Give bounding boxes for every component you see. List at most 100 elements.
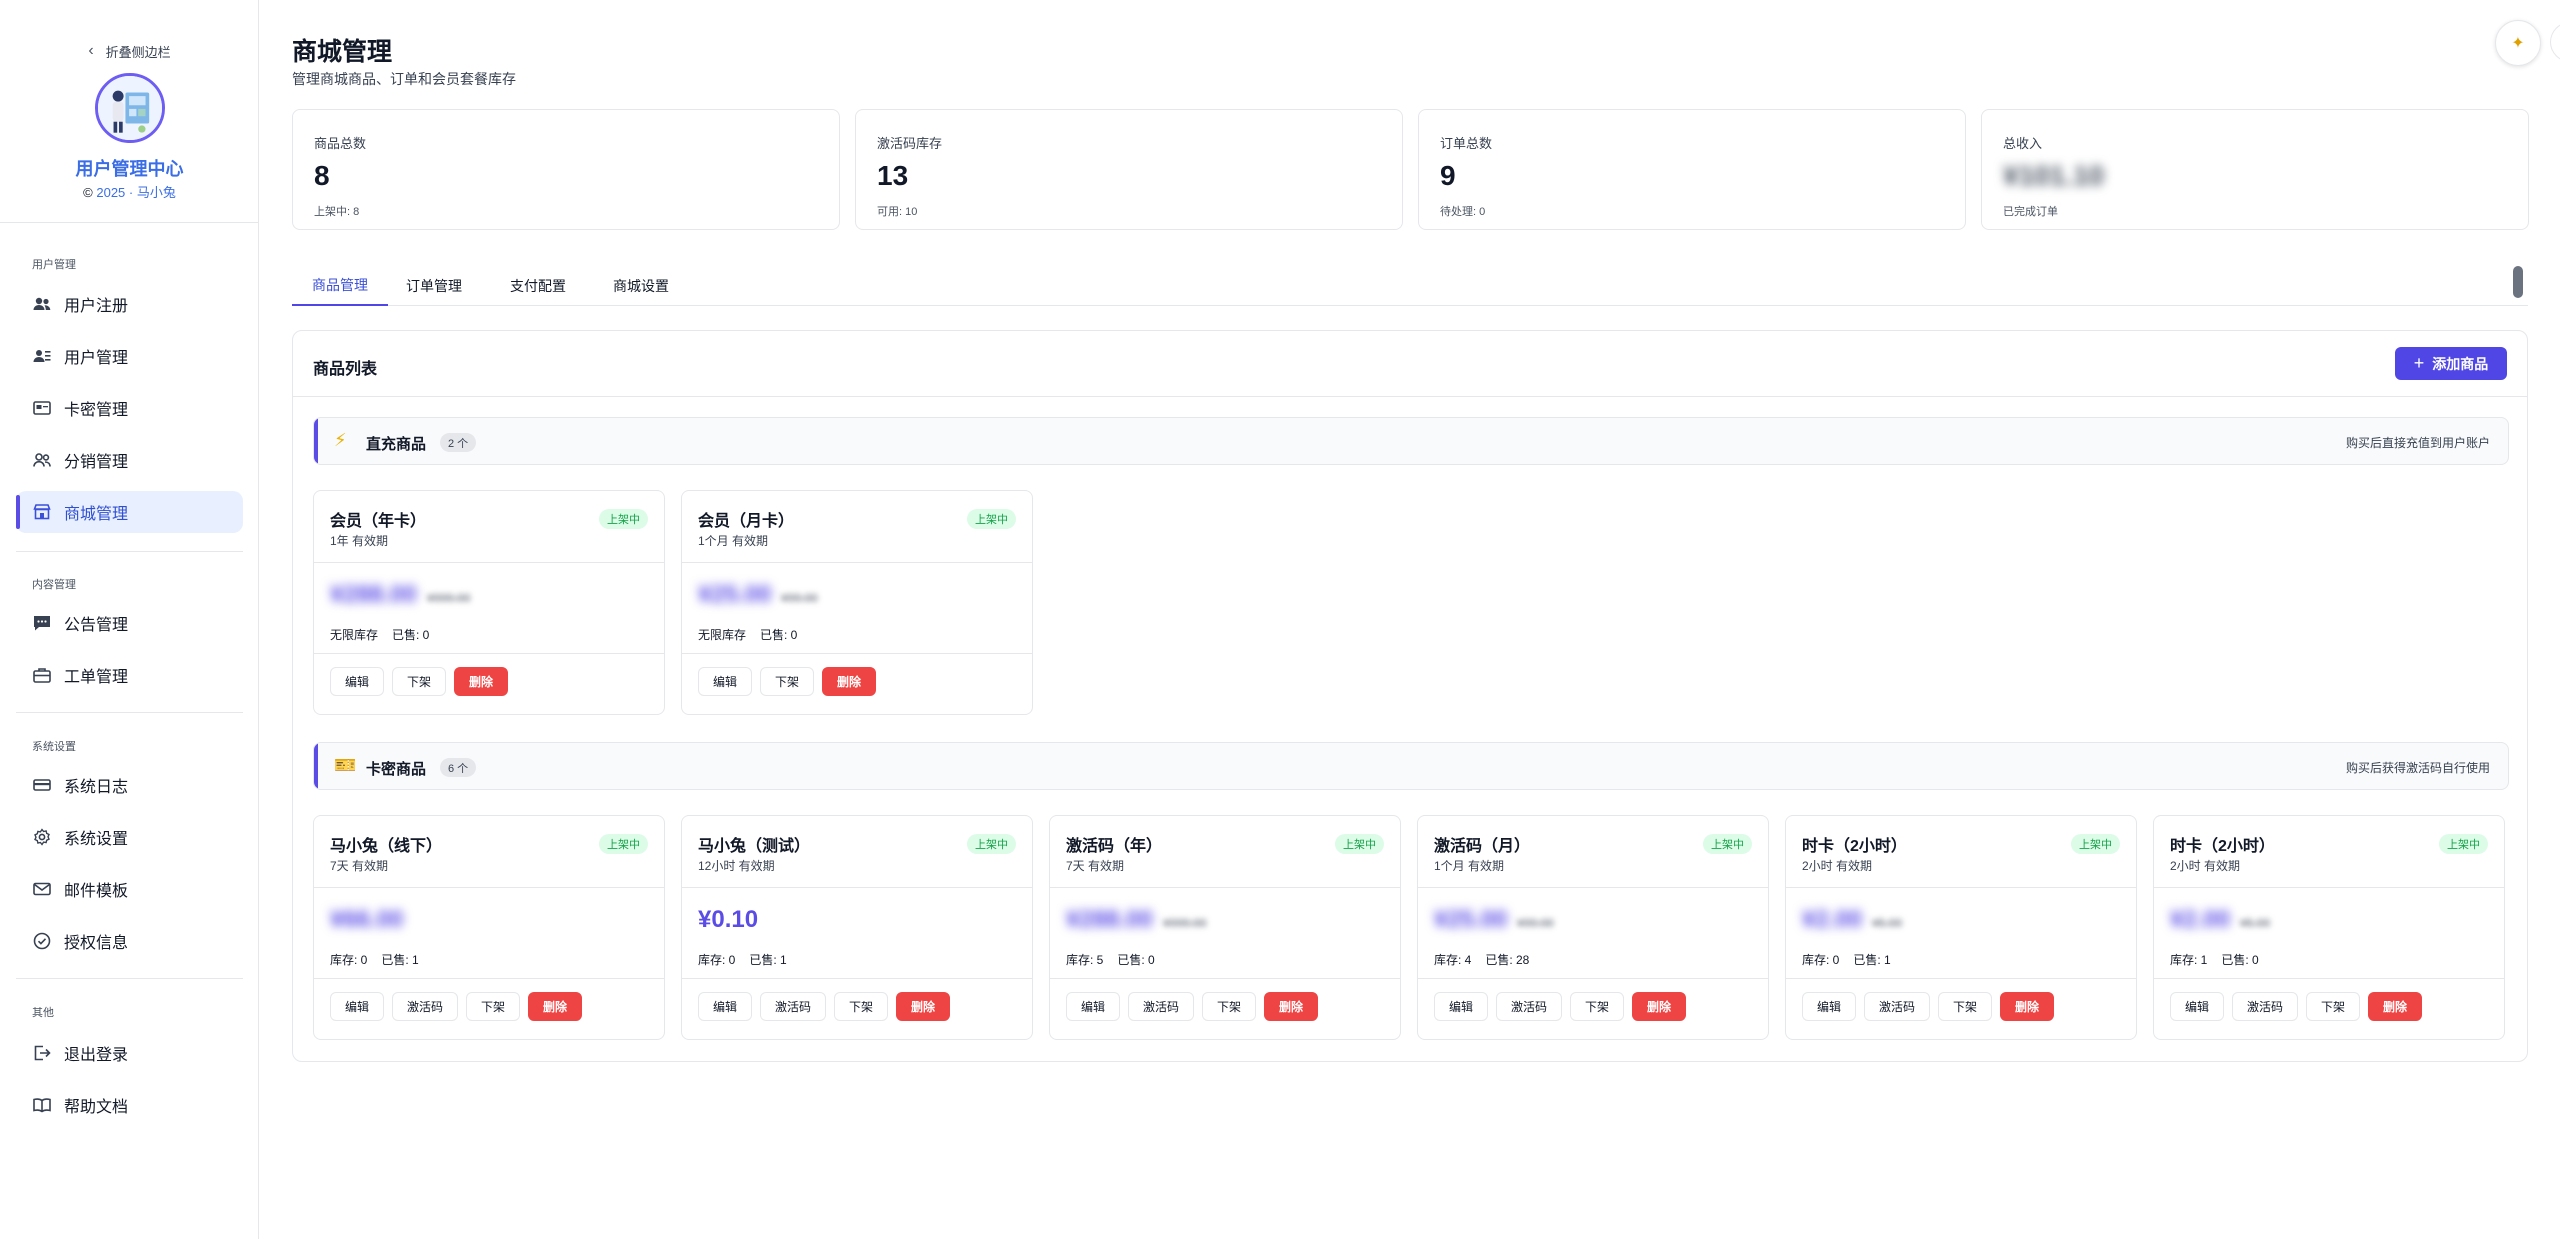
sidebar-item-logout[interactable]: 退出登录 — [16, 1032, 243, 1074]
tab-bar: 商品管理 订单管理 支付配置 商城设置 — [292, 266, 2528, 306]
product-validity: 1个月 有效期 — [698, 534, 769, 548]
delete-button[interactable]: 删除 — [454, 667, 509, 696]
card-divider — [1418, 887, 1768, 888]
collapse-sidebar-button[interactable]: ‹ 折叠侧边栏 — [0, 40, 259, 62]
sidebar-item-tickets[interactable]: 工单管理 — [16, 654, 243, 696]
page-subtitle: 管理商城商品、订单和会员套餐库存 — [292, 71, 516, 87]
sidebar-item-mail-templates[interactable]: 邮件模板 — [16, 868, 243, 910]
tab-products[interactable]: 商品管理 — [292, 266, 388, 306]
product-sold: 已售: 0 — [760, 628, 798, 642]
card-actions: 编辑 下架 删除 — [698, 667, 877, 696]
card-divider — [2154, 978, 2504, 979]
main-content: 商城管理 管理商城商品、订单和会员套餐库存 ✦ 商品总数 8 上架中: 8 激活… — [260, 0, 2560, 1239]
store-icon — [32, 502, 52, 522]
delete-button[interactable]: 删除 — [2368, 992, 2423, 1021]
product-card: 马小兔（线下） 7天 有效期 上架中 ¥66.00 库存: 0 已售: 1 编辑 激活码 下架删… — [313, 815, 665, 1040]
sidebar-item-label: 商城管理 — [64, 506, 129, 523]
unlist-button[interactable]: 下架 — [2306, 992, 2361, 1021]
section-label-other: 其他 — [32, 1007, 54, 1019]
product-name: 时卡（2小时） — [2170, 838, 2275, 855]
card-divider — [682, 978, 1032, 979]
activation-codes-button[interactable]: 激活码 — [2232, 992, 2299, 1021]
group-name: 直充商品 — [366, 436, 427, 453]
delete-button[interactable]: 删除 — [1264, 992, 1319, 1021]
sidebar-item-system-settings[interactable]: 系统设置 — [16, 816, 243, 858]
product-name: 马小兔（线下） — [330, 838, 443, 855]
activation-codes-button[interactable]: 激活码 — [1496, 992, 1563, 1021]
status-badge: 上架中 — [967, 509, 1016, 529]
sidebar-item-label: 工单管理 — [64, 669, 129, 686]
stat-note: 待处理: 0 — [1440, 206, 1486, 218]
product-stock-info: 库存: 5 已售: 0 — [1066, 951, 1169, 968]
product-card: 时卡（2小时） 2小时 有效期 上架中 ¥2.00 ¥5.00 库存: 0 已售: 1 编辑激… — [1785, 815, 2137, 1040]
page-title: 商城管理 — [292, 38, 393, 66]
edit-button[interactable]: 编辑 — [698, 992, 753, 1021]
sidebar-item-store[interactable]: 商城管理 — [16, 491, 243, 533]
add-product-button[interactable]: + 添加商品 — [2395, 347, 2507, 380]
edit-button[interactable]: 编辑 — [330, 667, 385, 696]
sidebar-item-card-manage[interactable]: 卡密管理 — [16, 387, 243, 429]
chevron-left-icon: ‹ — [88, 42, 94, 59]
edit-button[interactable]: 编辑 — [1434, 992, 1489, 1021]
check-circle-icon — [32, 931, 52, 951]
stat-value: ¥101.10 — [2003, 160, 2105, 191]
edit-button[interactable]: 编辑 — [330, 992, 385, 1021]
logout-icon — [32, 1043, 52, 1063]
sidebar-item-user-manage[interactable]: 用户管理 — [16, 335, 243, 377]
edit-button[interactable]: 编辑 — [2170, 992, 2225, 1021]
product-name: 马小兔（测试） — [698, 838, 811, 855]
stat-note: 可用: 10 — [877, 206, 918, 218]
delete-button[interactable]: 删除 — [1632, 992, 1687, 1021]
unlist-button[interactable]: 下架 — [1938, 992, 1993, 1021]
delete-button[interactable]: 删除 — [2000, 992, 2055, 1021]
scrollbar-thumb[interactable] — [2513, 266, 2523, 298]
unlist-button[interactable]: 下架 — [834, 992, 889, 1021]
sidebar-item-system-log[interactable]: 系统日志 — [16, 764, 243, 806]
activation-codes-button[interactable]: 激活码 — [1864, 992, 1931, 1021]
delete-button[interactable]: 删除 — [528, 992, 583, 1021]
add-product-label: 添加商品 — [2432, 355, 2489, 372]
activation-codes-button[interactable]: 激活码 — [760, 992, 827, 1021]
stat-note: 上架中: 8 — [314, 206, 360, 218]
edit-button[interactable]: 编辑 — [1066, 992, 1121, 1021]
product-sold: 已售: 0 — [392, 628, 430, 642]
unlist-button[interactable]: 下架 — [466, 992, 521, 1021]
product-stock-info: 库存: 1 已售: 0 — [2170, 951, 2273, 968]
sidebar-item-label: 用户管理 — [64, 350, 129, 367]
floating-edge-button[interactable] — [2550, 22, 2560, 62]
theme-toggle-button[interactable]: ✦ — [2495, 20, 2541, 66]
sidebar-item-distribution[interactable]: 分销管理 — [16, 439, 243, 481]
tab-store-settings[interactable]: 商城设置 — [613, 278, 669, 294]
delete-button[interactable]: 删除 — [822, 667, 877, 696]
product-stock-info: 库存: 4 已售: 28 — [1434, 951, 1543, 968]
unlist-button[interactable]: 下架 — [1570, 992, 1625, 1021]
activation-codes-button[interactable]: 激活码 — [1128, 992, 1195, 1021]
card-divider — [682, 562, 1032, 563]
log-icon — [32, 775, 52, 795]
product-original-price: ¥5.00 — [2240, 916, 2271, 930]
card-actions: 编辑 下架 删除 — [330, 667, 509, 696]
sidebar-item-license[interactable]: 授权信息 — [16, 920, 243, 962]
sidebar-item-label: 系统日志 — [64, 779, 129, 796]
product-validity: 7天 有效期 — [1066, 859, 1125, 873]
edit-button[interactable]: 编辑 — [1802, 992, 1857, 1021]
sidebar-item-user-register[interactable]: 用户注册 — [16, 283, 243, 325]
edit-button[interactable]: 编辑 — [698, 667, 753, 696]
sidebar-item-help-docs[interactable]: 帮助文档 — [16, 1084, 243, 1126]
product-sold: 已售: 0 — [1117, 953, 1155, 967]
product-price: ¥25.00 — [698, 581, 772, 608]
unlist-button[interactable]: 下架 — [760, 667, 815, 696]
activation-codes-button[interactable]: 激活码 — [392, 992, 459, 1021]
user-card-icon — [32, 346, 52, 366]
product-stock-info: 库存: 0 已售: 1 — [1802, 951, 1905, 968]
tab-payment[interactable]: 支付配置 — [510, 278, 566, 294]
delete-button[interactable]: 删除 — [896, 992, 951, 1021]
sidebar-item-label: 卡密管理 — [64, 402, 129, 419]
unlist-button[interactable]: 下架 — [1202, 992, 1257, 1021]
group-count-badge: 6 个 — [440, 758, 477, 777]
sidebar-item-announcements[interactable]: 公告管理 — [16, 602, 243, 644]
unlist-button[interactable]: 下架 — [392, 667, 447, 696]
tab-orders[interactable]: 订单管理 — [406, 278, 462, 294]
product-name: 时卡（2小时） — [1802, 838, 1907, 855]
